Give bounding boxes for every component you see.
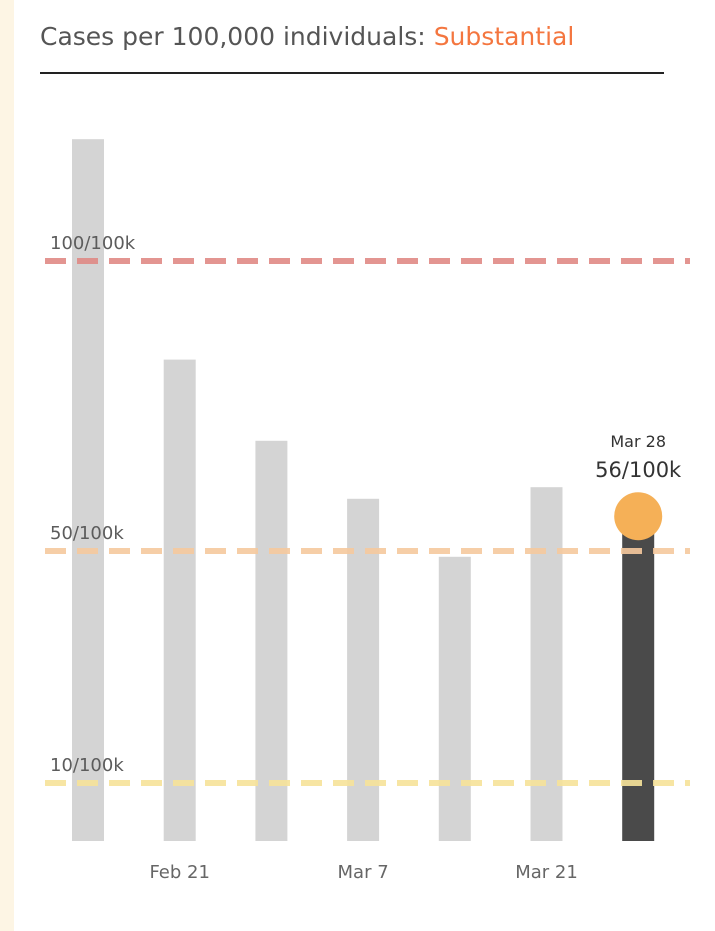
reference-label-50: 50/100k (50, 523, 124, 544)
current-value-marker (614, 492, 663, 541)
bar (163, 359, 196, 841)
chart-title: Cases per 100,000 individuals: Substanti… (40, 22, 574, 51)
title-divider (40, 72, 664, 74)
annotation-value: 56/100k (595, 458, 682, 482)
bar (255, 440, 288, 841)
x-tick-label: Feb 21 (149, 862, 210, 883)
bar-current-week (622, 516, 655, 841)
annotation-date: Mar 28 (610, 432, 666, 451)
bar (72, 139, 104, 841)
risk-level-label: Substantial (433, 22, 575, 51)
reference-label-10: 10/100k (50, 755, 124, 776)
x-tick-label: Mar 21 (515, 862, 578, 883)
bar (438, 556, 471, 841)
reference-label-100: 100/100k (50, 233, 136, 254)
x-tick-label: Mar 7 (338, 862, 389, 883)
bar (530, 487, 563, 841)
title-prefix: Cases per 100,000 individuals: (40, 22, 434, 51)
